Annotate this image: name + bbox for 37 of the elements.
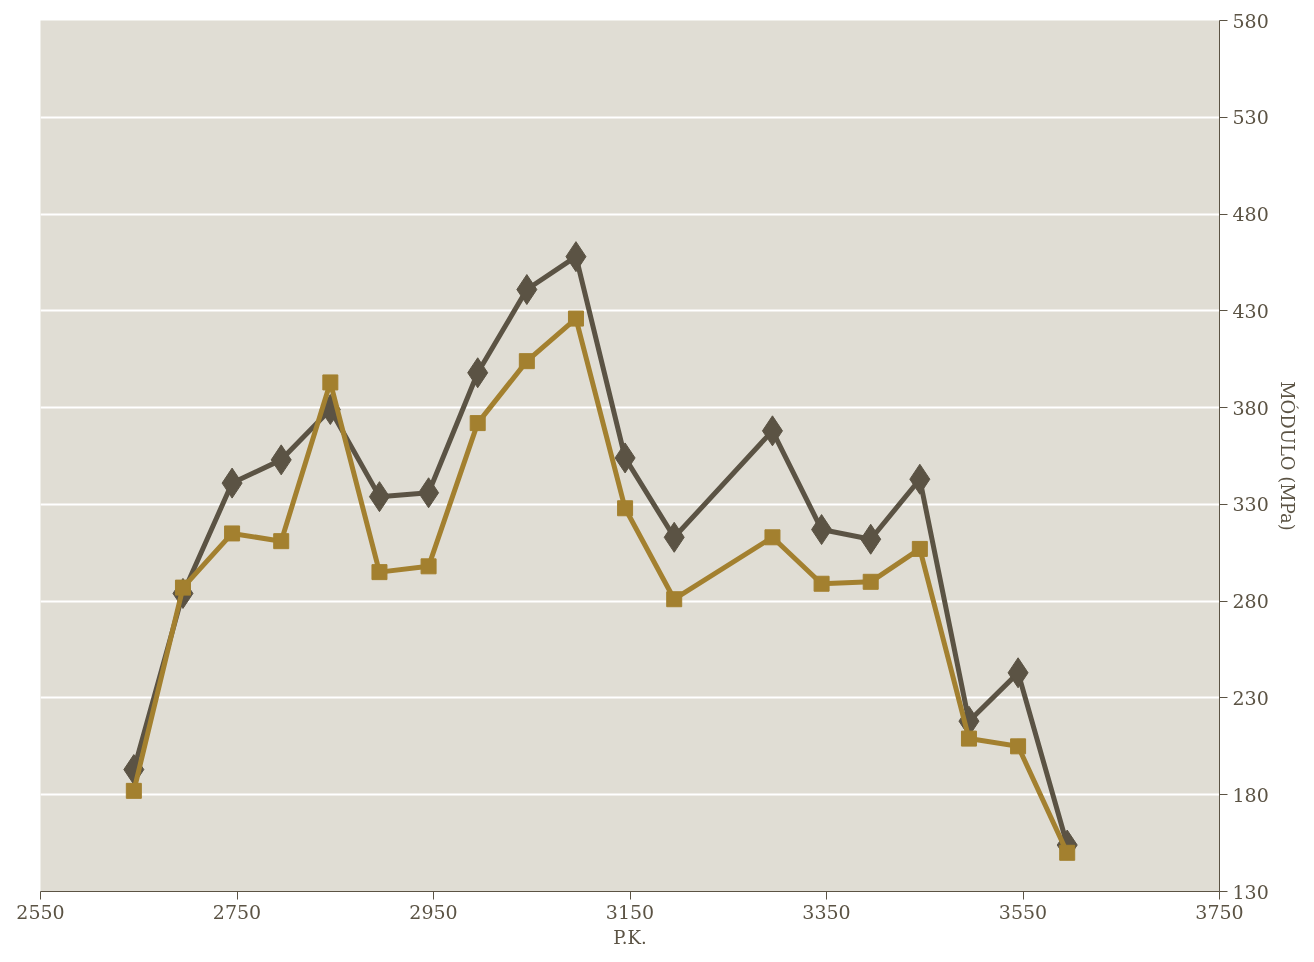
point <box>960 730 977 747</box>
x-tick-label: 3550 <box>998 900 1048 923</box>
point <box>813 575 830 592</box>
point <box>125 782 142 799</box>
x-axis-title: P.K. <box>613 926 647 948</box>
y-tick-label: 330 <box>1232 493 1269 516</box>
y-tick-label: 480 <box>1232 203 1269 226</box>
point <box>911 540 928 557</box>
x-tick-label: 3350 <box>802 900 851 923</box>
point <box>1010 738 1027 755</box>
x-tick-label: 3150 <box>605 900 655 923</box>
x-tick-label: 3750 <box>1195 900 1244 923</box>
x-tick-label: 2550 <box>16 900 65 923</box>
point <box>518 353 535 370</box>
y-tick-label: 180 <box>1232 783 1269 806</box>
y-tick-label: 130 <box>1232 880 1269 903</box>
point <box>1059 844 1076 861</box>
x-tick-label: 2950 <box>409 900 458 923</box>
point <box>420 558 437 575</box>
point <box>322 374 339 391</box>
point <box>666 591 683 608</box>
point <box>764 529 781 546</box>
point <box>273 533 290 550</box>
x-tick-label: 2750 <box>212 900 262 923</box>
y-tick-label: 430 <box>1232 299 1269 322</box>
point <box>469 415 486 432</box>
point <box>567 310 584 327</box>
point <box>371 564 388 581</box>
y-tick-label: 280 <box>1232 590 1269 613</box>
y-axis-title: MÓDULO (MPa) <box>1276 381 1299 531</box>
point <box>862 573 879 590</box>
point <box>224 525 241 542</box>
y-tick-label: 230 <box>1232 686 1269 709</box>
y-tick-label: 380 <box>1232 396 1269 419</box>
y-tick-label: 530 <box>1232 106 1269 129</box>
y-tick-label: 580 <box>1232 9 1269 32</box>
point <box>617 500 634 517</box>
